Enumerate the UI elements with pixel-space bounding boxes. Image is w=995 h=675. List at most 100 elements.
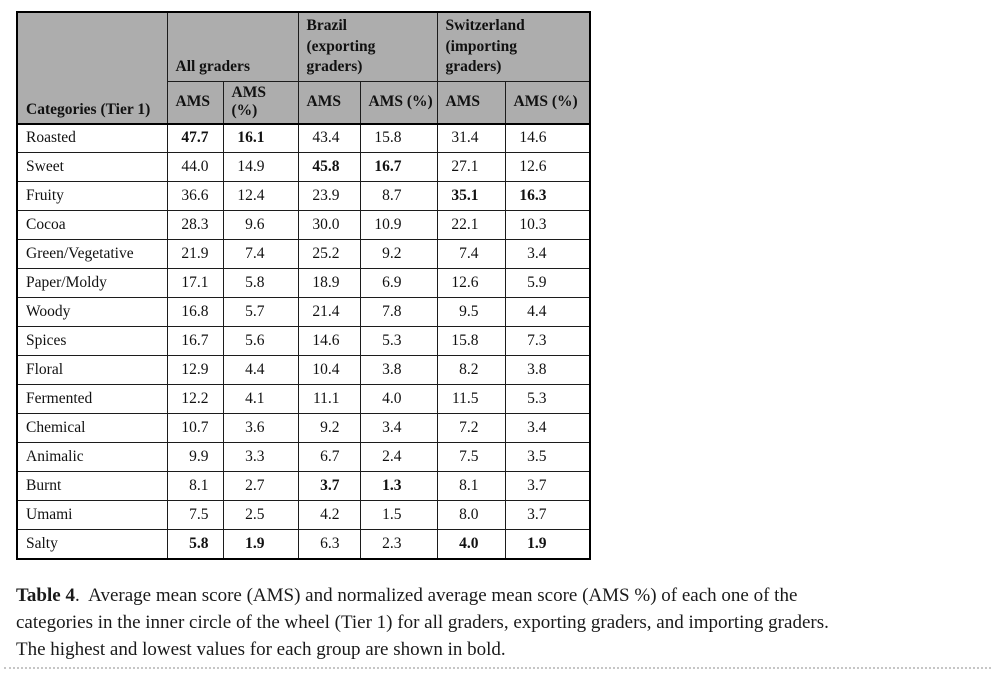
value-cell: 8.1 [436,471,506,501]
value-cell: 3.7 [504,500,591,530]
value-cell: 11.1 [297,384,361,414]
value-cell: 7.5 [166,500,224,530]
value-cell: 9.9 [166,442,224,472]
value-cell: 16.8 [166,297,224,327]
table-row: Fruity 36.6 12.4 23.9 8.7 35.1 16.3 [16,181,591,211]
value-cell: 21.4 [297,297,361,327]
value-cell: 1.5 [359,500,438,530]
value-cell: 12.4 [222,181,299,211]
category-cell: Paper/Moldy [16,268,168,298]
table-row: Umami 7.5 2.5 4.2 1.5 8.0 3.7 [16,500,591,530]
value-cell: 28.3 [166,210,224,240]
caption-label: Table 4 [16,584,75,606]
value-cell: 14.6 [297,326,361,356]
value-cell: 16.1 [222,123,299,153]
table-row: Animalic 9.9 3.3 6.7 2.4 7.5 3.5 [16,442,591,472]
value-cell: 3.4 [504,239,591,269]
value-cell: 18.9 [297,268,361,298]
value-cell: 25.2 [297,239,361,269]
value-cell: 11.5 [436,384,506,414]
categories-column-header: Categories (Tier 1) [16,11,168,125]
table-body: Roasted 47.7 16.1 43.4 15.8 31.4 14.6 Sweet 44.0… [16,123,591,559]
value-cell: 1.3 [359,471,438,501]
value-cell: 3.4 [359,413,438,443]
group-header-row: Categories (Tier 1) All graders Brazil (… [16,11,591,125]
value-cell: 3.7 [297,471,361,501]
table-row: Green/Vegetative 21.9 7.4 25.2 9.2 7.4 3.4 [16,239,591,269]
value-cell: 21.9 [166,239,224,269]
value-cell: 27.1 [436,152,506,182]
value-cell: 30.0 [297,210,361,240]
value-cell: 9.6 [222,210,299,240]
subheader-ams-pct-all: AMS (%) [222,80,299,125]
value-cell: 36.6 [166,181,224,211]
value-cell: 22.1 [436,210,506,240]
table-row: Cocoa 28.3 9.6 30.0 10.9 22.1 10.3 [16,210,591,240]
value-cell: 7.5 [436,442,506,472]
value-cell: 5.3 [359,326,438,356]
value-cell: 43.4 [297,123,361,153]
value-cell: 6.7 [297,442,361,472]
value-cell: 3.5 [504,442,591,472]
value-cell: 9.5 [436,297,506,327]
value-cell: 1.9 [504,529,591,559]
category-cell: Floral [16,355,168,385]
value-cell: 45.8 [297,152,361,182]
value-cell: 15.8 [359,123,438,153]
value-cell: 15.8 [436,326,506,356]
value-cell: 31.4 [436,123,506,153]
category-cell: Fermented [16,384,168,414]
value-cell: 8.0 [436,500,506,530]
value-cell: 16.3 [504,181,591,211]
table-row: Spices 16.7 5.6 14.6 5.3 15.8 7.3 [16,326,591,356]
value-cell: 2.5 [222,500,299,530]
value-cell: 4.2 [297,500,361,530]
value-cell: 8.1 [166,471,224,501]
table-row: Woody 16.8 5.7 21.4 7.8 9.5 4.4 [16,297,591,327]
value-cell: 9.2 [359,239,438,269]
value-cell: 16.7 [166,326,224,356]
table-row: Sweet 44.0 14.9 45.8 16.7 27.1 12.6 [16,152,591,182]
value-cell: 7.4 [222,239,299,269]
caption-line-1: . Average mean score (AMS) and normalize… [74,584,798,606]
value-cell: 8.7 [359,181,438,211]
value-cell: 16.7 [359,152,438,182]
value-cell: 17.1 [166,268,224,298]
table-row: Fermented 12.2 4.1 11.1 4.0 11.5 5.3 [16,384,591,414]
value-cell: 3.8 [359,355,438,385]
subheader-ams-all: AMS [166,80,224,125]
value-cell: 12.6 [436,268,506,298]
value-cell: 5.9 [504,268,591,298]
value-cell: 6.9 [359,268,438,298]
group-header-brazil: Brazil (exporting graders) [297,11,438,82]
value-cell: 7.4 [436,239,506,269]
value-cell: 23.9 [297,181,361,211]
category-cell: Green/Vegetative [16,239,168,269]
value-cell: 12.9 [166,355,224,385]
subheader-ams-switzerland: AMS [436,80,506,125]
value-cell: 44.0 [166,152,224,182]
sub-header-row: AMS AMS (%) AMS AMS (%) AMS AMS (%) [17,80,591,125]
value-cell: 7.8 [359,297,438,327]
value-cell: 47.7 [166,123,224,153]
value-cell: 5.7 [222,297,299,327]
value-cell: 4.4 [222,355,299,385]
value-cell: 4.1 [222,384,299,414]
value-cell: 2.7 [222,471,299,501]
value-cell: 12.6 [504,152,591,182]
value-cell: 7.2 [436,413,506,443]
value-cell: 10.7 [166,413,224,443]
table-row: Chemical 10.7 3.6 9.2 3.4 7.2 3.4 [16,413,591,443]
category-cell: Cocoa [16,210,168,240]
ams-table: Categories (Tier 1) All graders Brazil (… [16,11,591,560]
table-caption: Table 4. Average mean score (AMS) and no… [16,582,980,663]
category-cell: Woody [16,297,168,327]
value-cell: 1.9 [222,529,299,559]
subheader-ams-brazil: AMS [297,80,361,125]
caption-line-3: The highest and lowest values for each g… [16,638,506,660]
value-cell: 7.3 [504,326,591,356]
subheader-ams-pct-switzerland: AMS (%) [504,80,591,125]
value-cell: 2.4 [359,442,438,472]
value-cell: 3.7 [504,471,591,501]
